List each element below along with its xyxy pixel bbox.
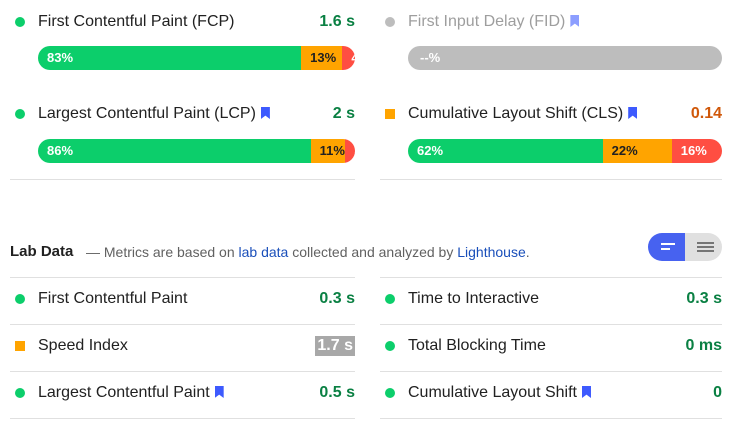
distribution-bar: 62% 22% 16% — [408, 139, 722, 163]
metric-name-text: Time to Interactive — [408, 290, 540, 307]
note-text: . — [525, 244, 530, 260]
divider — [10, 277, 355, 278]
divider — [10, 324, 355, 325]
status-icon — [385, 341, 395, 351]
metric-name-text: First Contentful Paint (FCP) — [38, 13, 235, 30]
bookmark-icon[interactable] — [570, 15, 580, 27]
status-icon — [15, 388, 25, 398]
metric-name-text: Speed Index — [38, 337, 128, 354]
metric-name: Largest Contentful Paint (LCP) — [38, 104, 270, 124]
list-view-button[interactable] — [685, 233, 722, 261]
metric-name: Cumulative Layout Shift — [408, 383, 591, 403]
distribution-segment: 16% — [671, 139, 722, 163]
divider — [380, 371, 722, 372]
distribution-bar: 86%11%3% — [38, 139, 355, 163]
status-icon — [15, 109, 25, 119]
bookmark-icon[interactable] — [628, 107, 638, 119]
metric-name-text: Largest Contentful Paint (LCP) — [38, 105, 256, 122]
metric-value: 0.5 s — [319, 384, 355, 401]
dash: — — [86, 244, 100, 260]
distribution-segment: 22% — [602, 139, 672, 163]
view-toggle — [648, 233, 722, 261]
link[interactable]: lab data — [238, 244, 289, 260]
divider — [10, 418, 355, 419]
distribution-segment: --% — [408, 46, 722, 70]
status-icon — [385, 388, 395, 398]
metric-name: Speed Index — [38, 336, 128, 356]
distribution-bar: --% — [408, 46, 722, 70]
divider — [380, 418, 722, 419]
metric-name: First Contentful Paint — [38, 289, 187, 309]
metric-value: 1.7 s — [315, 336, 355, 356]
metric-name: First Contentful Paint (FCP) — [38, 12, 235, 32]
metric-value: 1.6 s — [319, 13, 355, 30]
distribution-segment: 83% — [38, 46, 302, 70]
metric-value: 0 ms — [685, 337, 722, 354]
metric-value: 0.14 — [690, 105, 722, 122]
divider — [10, 371, 355, 372]
distribution-segment: 13% — [301, 46, 343, 70]
metric-name: Total Blocking Time — [408, 336, 546, 356]
status-icon — [385, 109, 395, 119]
distribution-bar: 83%13%4% — [38, 46, 355, 70]
metric-value: 0.3 s — [319, 290, 355, 307]
lab-title: Lab Data — [10, 243, 74, 260]
status-icon — [15, 294, 25, 304]
metric-value: 0.3 s — [686, 290, 722, 307]
metric-name-text: Cumulative Layout Shift (CLS) — [408, 105, 624, 122]
divider — [380, 324, 722, 325]
divider — [10, 179, 355, 180]
bookmark-icon[interactable] — [581, 386, 591, 398]
metric-name: Cumulative Layout Shift (CLS) — [408, 104, 638, 124]
metric-value: 2 s — [332, 105, 355, 122]
bookmark-icon[interactable] — [214, 386, 224, 398]
bookmark-icon[interactable] — [260, 107, 270, 119]
status-icon — [385, 294, 395, 304]
note-text: collected and analyzed by — [292, 244, 454, 260]
distribution-segment: 86% — [38, 139, 311, 163]
metric-name-text: First Contentful Paint — [38, 290, 188, 307]
metric-name-text: First Input Delay (FID) — [408, 13, 566, 30]
summary-view-button[interactable] — [648, 233, 685, 261]
metric-name: First Input Delay (FID) — [408, 12, 580, 32]
distribution-segment: 11% — [310, 139, 346, 163]
status-icon — [15, 17, 25, 27]
status-icon — [385, 17, 395, 27]
metric-name-text: Total Blocking Time — [408, 337, 546, 354]
note-text: Metrics are based on — [103, 244, 235, 260]
link[interactable]: Lighthouse — [457, 244, 526, 260]
distribution-segment: 3% — [345, 139, 355, 163]
metric-value: 0 — [713, 384, 722, 401]
metric-name-text: Cumulative Layout Shift — [408, 384, 577, 401]
metric-name-text: Largest Contentful Paint — [38, 384, 210, 401]
distribution-segment: 4% — [342, 46, 355, 70]
distribution-segment: 62% — [408, 139, 603, 163]
status-icon — [15, 341, 25, 351]
metric-name: Time to Interactive — [408, 289, 539, 309]
lab-note: — Metrics are based on lab data collecte… — [86, 242, 530, 262]
metric-name: Largest Contentful Paint — [38, 383, 224, 403]
divider — [380, 277, 722, 278]
divider — [380, 179, 722, 180]
